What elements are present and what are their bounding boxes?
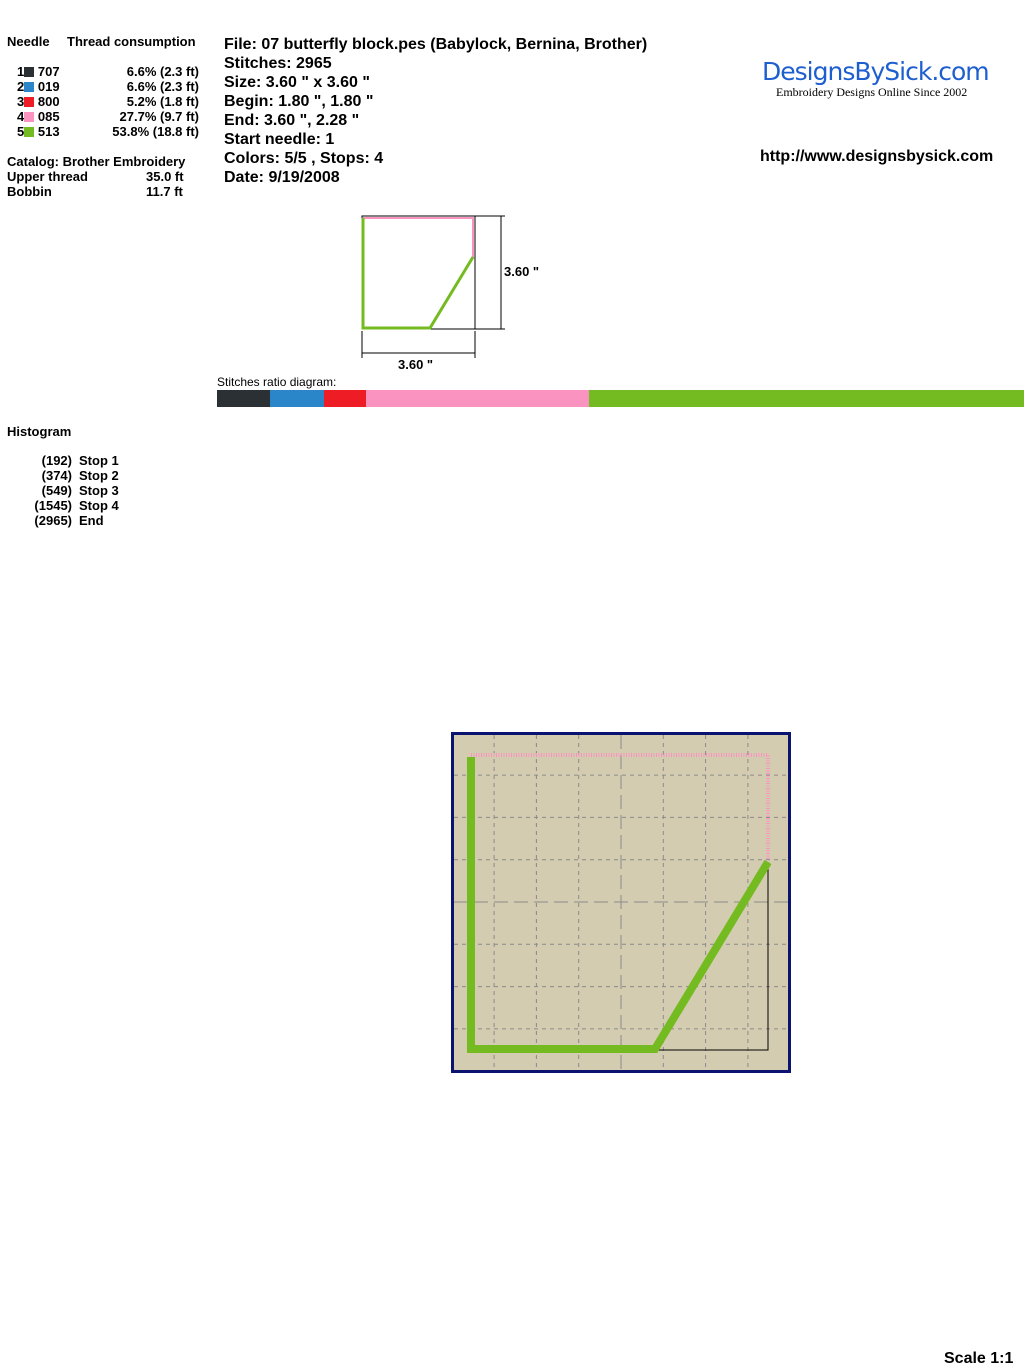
histogram-count: (2965) — [34, 513, 72, 528]
color-swatch — [24, 127, 35, 137]
thread-row: 2 019 — [17, 79, 60, 94]
catalog: Catalog: Brother Embroidery — [7, 154, 186, 169]
histogram-count: (374) — [41, 468, 72, 483]
histogram-label: End — [79, 513, 104, 528]
logo: DesignsBySick.com Embroidery Designs Onl… — [762, 57, 990, 99]
info-line: Date: 9/19/2008 — [224, 169, 340, 186]
ratio-label: Stitches ratio diagram: — [217, 375, 337, 389]
ratio-segment — [270, 390, 324, 407]
thread-consumption: 5.2% (1.8 ft) — [126, 94, 199, 109]
thread-consumption: 27.7% (9.7 ft) — [119, 109, 199, 124]
bobbin-value: 11.7 ft — [146, 184, 183, 199]
color-swatch — [24, 67, 35, 77]
stitch-ratio-bar — [217, 390, 1024, 407]
info-line: Begin: 1.80 ", 1.80 " — [224, 93, 374, 110]
histogram-label: Stop 4 — [79, 498, 119, 513]
thread-row: 3 800 — [17, 94, 60, 109]
info-line: End: 3.60 ", 2.28 " — [224, 112, 360, 129]
color-swatch — [24, 82, 35, 92]
thread-consumption: 6.6% (2.3 ft) — [126, 64, 199, 79]
scale-label: Scale 1:1 — [944, 1350, 1014, 1367]
info-line: Start needle: 1 — [224, 131, 335, 148]
info-line: Size: 3.60 " x 3.60 " — [224, 74, 370, 91]
ratio-segment — [217, 390, 271, 407]
thread-row: 4 085 — [17, 109, 60, 124]
histogram-label: Stop 3 — [79, 483, 119, 498]
upper-thread-label: Upper thread — [7, 169, 88, 184]
thread-header: Thread consumption — [67, 34, 196, 49]
ratio-segment — [589, 390, 1024, 407]
histogram-count: (549) — [41, 483, 72, 498]
ratio-segment — [365, 390, 590, 407]
histogram-count: (192) — [41, 453, 72, 468]
website-url: http://www.designsbysick.com — [760, 148, 994, 165]
thread-row: 1 707 — [17, 64, 60, 79]
needle-header: Needle — [7, 34, 50, 49]
color-swatch — [24, 112, 35, 122]
histogram-count: (1545) — [34, 498, 72, 513]
ratio-segment — [323, 390, 366, 407]
histogram-label: Stop 2 — [79, 468, 119, 483]
info-line: File: 07 butterfly block.pes (Babylock, … — [224, 36, 648, 53]
thread-consumption: 53.8% (18.8 ft) — [112, 124, 199, 139]
bobbin-label: Bobbin — [7, 184, 52, 199]
info-line: Stitches: 2965 — [224, 55, 332, 72]
thread-row: 5 513 — [17, 124, 60, 139]
preview-thumbnail — [361, 215, 505, 358]
design-preview — [451, 732, 791, 1073]
width-dimension: 3.60 " — [398, 357, 434, 372]
thread-consumption: 6.6% (2.3 ft) — [126, 79, 199, 94]
upper-thread-value: 35.0 ft — [146, 169, 184, 184]
histogram-title: Histogram — [7, 424, 72, 439]
height-dimension: 3.60 " — [504, 264, 540, 279]
histogram-label: Stop 1 — [79, 453, 119, 468]
color-swatch — [24, 97, 35, 107]
info-line: Colors: 5/5 , Stops: 4 — [224, 150, 384, 167]
